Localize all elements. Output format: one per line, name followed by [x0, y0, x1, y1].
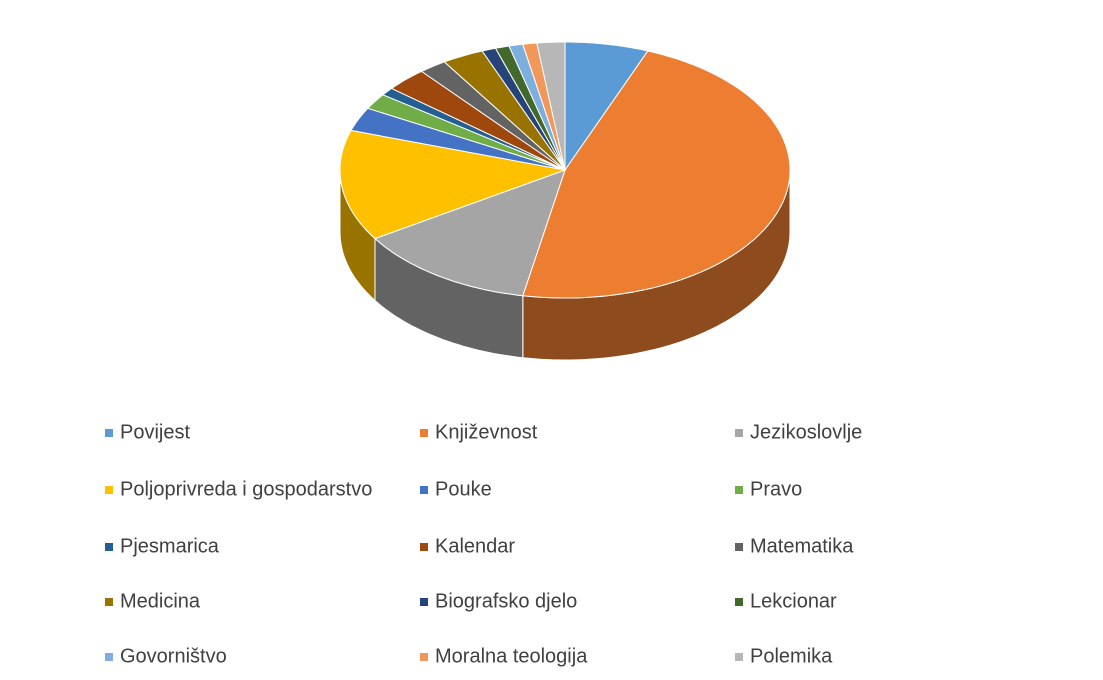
slice [420, 61, 566, 171]
legend-label: Pjesmarica [120, 535, 220, 557]
legend-swatch [735, 429, 743, 437]
slice [443, 50, 566, 171]
slice [366, 94, 566, 171]
legend-swatch [735, 543, 743, 551]
legend-swatch [420, 429, 428, 437]
slice [339, 129, 567, 240]
legend-label: Povijest [120, 421, 190, 443]
legend-label: Govorništvo [120, 645, 227, 667]
legend-label: Lekcionar [750, 590, 837, 612]
legend-label: Jezikoslovlje [750, 421, 862, 443]
legend-label: Kalendar [435, 535, 515, 557]
legend-label: Književnost [435, 421, 538, 443]
slice [350, 107, 566, 171]
legend-label: Medicina [120, 590, 201, 612]
legend-swatch [420, 653, 428, 661]
legend-swatch [105, 429, 113, 437]
legend-label: Moralna teologija [435, 645, 588, 667]
legend-label: Polemika [750, 645, 833, 667]
legend-swatch [420, 598, 428, 606]
legend-swatch [735, 486, 743, 494]
legend-swatch [735, 653, 743, 661]
legend-swatch [735, 598, 743, 606]
slice [564, 41, 649, 172]
legend-swatch [420, 543, 428, 551]
legend-label: Matematika [750, 535, 854, 557]
legend-swatch [105, 486, 113, 494]
legend-label: Pravo [750, 478, 802, 500]
legend-swatch [105, 653, 113, 661]
slice [390, 70, 566, 171]
legend-swatch [420, 486, 428, 494]
legend-swatch [105, 543, 113, 551]
slice [374, 169, 566, 297]
legend-label: Biografsko djelo [435, 590, 577, 612]
legend-label: Poljoprivreda i gospodarstvo [120, 478, 372, 500]
legend-swatch [105, 598, 113, 606]
legend-label: Pouke [435, 478, 492, 500]
slice [536, 41, 566, 171]
slice [522, 50, 791, 299]
